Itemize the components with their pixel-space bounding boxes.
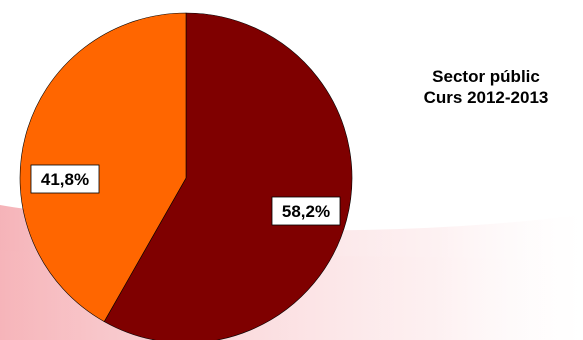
- data-label-box-2: [30, 164, 100, 194]
- data-label-text-2: 41,8%: [41, 170, 89, 189]
- data-label-2: 41,8%: [30, 164, 100, 194]
- chart-title-line-1: Sector públic: [432, 67, 540, 86]
- chart-title: Sector públic Curs 2012-2013: [400, 66, 572, 108]
- pie-slice-1: [103, 12, 353, 340]
- chart-title-line-2: Curs 2012-2013: [423, 88, 549, 107]
- data-label-1: 58,2%: [271, 196, 341, 226]
- data-label-text-1: 58,2%: [282, 202, 330, 221]
- data-label-box-1: [271, 196, 341, 226]
- pie-slice-2: [19, 12, 187, 322]
